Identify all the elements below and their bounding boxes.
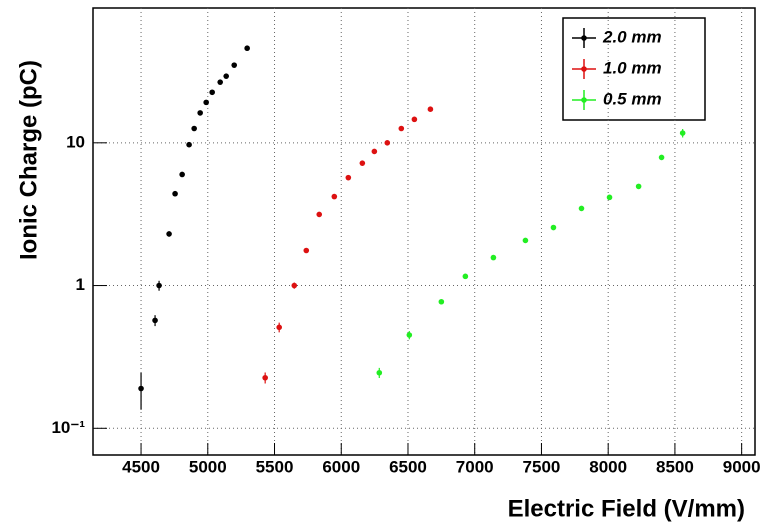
- y-tick-label: 10⁻¹: [51, 418, 85, 437]
- data-point: [384, 140, 391, 146]
- data-point: [658, 154, 665, 161]
- legend-marker: [581, 97, 587, 103]
- x-tick-label: 7500: [523, 457, 561, 476]
- data-point: [411, 116, 418, 123]
- y-tick-label: 10: [66, 132, 85, 151]
- y-tick-label: 1: [76, 275, 85, 294]
- data-point: [209, 89, 215, 96]
- data-point: [223, 73, 230, 79]
- x-tick-label: 8000: [589, 457, 627, 476]
- data-point: [331, 193, 338, 200]
- data-point: [406, 332, 413, 338]
- data-point: [438, 298, 445, 305]
- data-point: [156, 282, 162, 289]
- data-point: [345, 174, 352, 181]
- x-tick-label: 5500: [256, 457, 294, 476]
- data-point: [179, 171, 185, 178]
- data-point: [197, 110, 203, 116]
- data-point: [522, 237, 529, 244]
- x-tick-label: 4500: [122, 457, 160, 476]
- legend-label: 2.0 mm: [602, 27, 662, 46]
- data-point: [359, 160, 366, 166]
- data-point: [203, 99, 209, 106]
- data-point: [186, 141, 192, 148]
- data-point: [244, 45, 250, 52]
- data-point: [606, 194, 613, 201]
- data-point: [172, 190, 178, 197]
- plot-frame: [92, 7, 756, 456]
- legend-label: 0.5 mm: [603, 89, 662, 108]
- data-point: [635, 183, 642, 190]
- data-point: [679, 130, 686, 136]
- y-axis-label: Ionic Charge (pC): [15, 60, 42, 260]
- data-point: [376, 369, 383, 376]
- data-point: [371, 148, 378, 155]
- data-point: [550, 224, 557, 231]
- data-point: [191, 125, 197, 132]
- data-point: [490, 254, 497, 261]
- x-tick-label: 5000: [189, 457, 227, 476]
- data-point: [166, 231, 172, 237]
- legend-marker: [581, 66, 587, 72]
- data-point: [578, 205, 585, 212]
- legend-label: 1.0 mm: [603, 58, 662, 77]
- data-point: [217, 79, 223, 85]
- data-point: [462, 273, 469, 280]
- data-point: [276, 324, 282, 331]
- data-point: [262, 374, 268, 381]
- x-tick-label: 6000: [322, 457, 360, 476]
- x-tick-label: 7000: [456, 457, 494, 476]
- data-point: [398, 125, 405, 132]
- x-axis-label: Electric Field (V/mm): [508, 495, 745, 522]
- legend-marker: [581, 35, 587, 41]
- data-point: [316, 211, 323, 218]
- data-point: [291, 282, 298, 289]
- data-point: [231, 62, 238, 68]
- data-point: [152, 317, 158, 324]
- data-point: [427, 106, 434, 112]
- x-tick-label: 8500: [656, 457, 694, 476]
- x-tick-label: 6500: [389, 457, 427, 476]
- x-tick-label: 9000: [723, 457, 761, 476]
- data-point: [303, 247, 310, 254]
- data-point: [138, 385, 144, 392]
